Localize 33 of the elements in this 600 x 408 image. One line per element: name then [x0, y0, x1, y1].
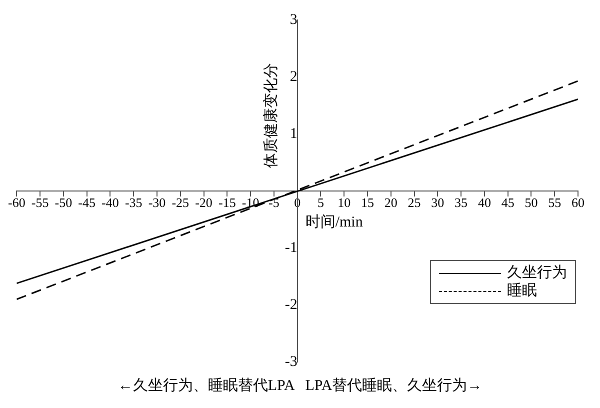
y-tick-label: 2 [290, 68, 298, 85]
x-tick-label: 5 [317, 195, 324, 210]
x-tick-label: 55 [548, 195, 562, 210]
y-tick-label: 3 [290, 12, 298, 28]
x-tick-label: -20 [195, 195, 212, 210]
x-tick-label: 45 [501, 195, 514, 210]
x-tick-label: 40 [478, 195, 491, 210]
x-tick-label: 60 [572, 195, 584, 210]
x-tick-label: -30 [148, 195, 166, 210]
y-tick-label: 1 [290, 126, 298, 142]
x-tick-label: 15 [361, 195, 374, 210]
text: ←久坐行为、睡眠替代LPA LPA替代睡眠、久坐行为→ [116, 376, 484, 395]
y-tick-label: -1 [284, 240, 298, 256]
legend-label: 睡眠 [507, 282, 537, 300]
x-tick-label: -25 [172, 195, 190, 210]
x-tick-label: 25 [408, 195, 421, 210]
x-tick-label: 10 [338, 195, 351, 210]
x-tick-label: -50 [54, 195, 72, 210]
x-tick-label: -45 [78, 195, 96, 210]
x-tick-label: 35 [454, 195, 468, 210]
x-tick-label: -55 [31, 195, 49, 210]
x-tick-label: 20 [384, 195, 398, 210]
x-axis-title: 时间/min [305, 213, 364, 230]
y-tick-label: -3 [284, 354, 298, 370]
x-tick-label: -60 [8, 195, 26, 210]
legend-label: 久坐行为 [507, 264, 567, 282]
y-axis-title: 体质健康变化分 [262, 63, 280, 168]
x-tick-label: 30 [431, 195, 444, 210]
x-tick-label: -15 [218, 195, 236, 210]
x-tick-label: -35 [124, 195, 142, 210]
x-tick-label: 50 [524, 195, 538, 210]
x-tick-label: -40 [102, 195, 119, 210]
y-tick-label: -2 [284, 296, 298, 313]
